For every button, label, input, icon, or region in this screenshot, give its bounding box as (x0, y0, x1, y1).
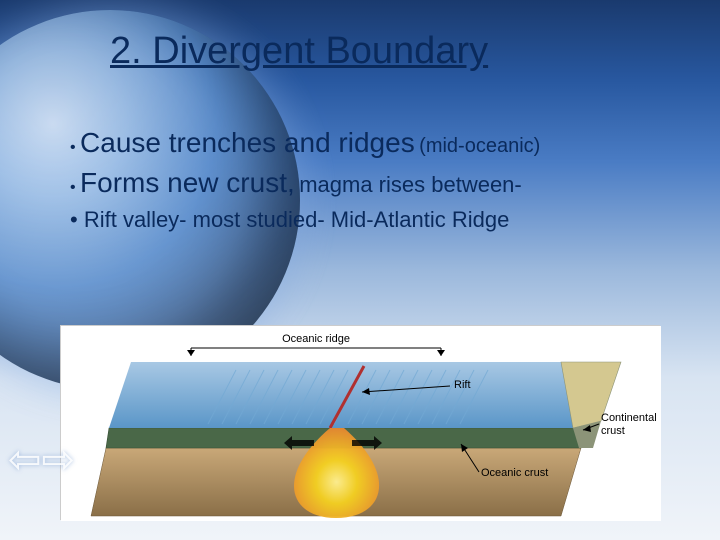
oceanic-ridge-diagram: Oceanic ridge Rift Continentalcrust Oceanic… (60, 325, 660, 520)
nav-arrows: ⇦ ⇨ (8, 440, 75, 480)
next-arrow-icon[interactable]: ⇨ (42, 440, 76, 480)
bullet-1: Cause trenches and ridges (mid-oceanic) (70, 125, 686, 161)
prev-arrow-icon[interactable]: ⇦ (8, 440, 42, 480)
svg-text:Oceanic crust: Oceanic crust (481, 467, 548, 479)
bullet-1-main: Cause trenches and ridges (80, 127, 415, 158)
slide-title: 2. Divergent Boundary (110, 30, 686, 73)
svg-text:crust: crust (601, 425, 625, 437)
svg-text:Continental: Continental (601, 412, 657, 424)
diagram-svg: Oceanic ridge Rift Continentalcrust Oceanic… (61, 326, 661, 521)
bullet-list: Cause trenches and ridges (mid-oceanic) … (70, 125, 686, 234)
bullet-3: Rift valley- most studied- Mid-Atlantic … (70, 206, 686, 235)
bullet-2-sub: magma rises between- (299, 172, 522, 197)
slide-content: 2. Divergent Boundary Cause trenches and… (0, 0, 720, 234)
bullet-2: Forms new crust, magma rises between- (70, 165, 686, 201)
bullet-1-sub: (mid-oceanic) (419, 135, 540, 157)
svg-text:Oceanic ridge: Oceanic ridge (282, 333, 350, 345)
svg-text:Rift: Rift (454, 379, 471, 391)
bullet-2-main: Forms new crust, (80, 167, 295, 198)
